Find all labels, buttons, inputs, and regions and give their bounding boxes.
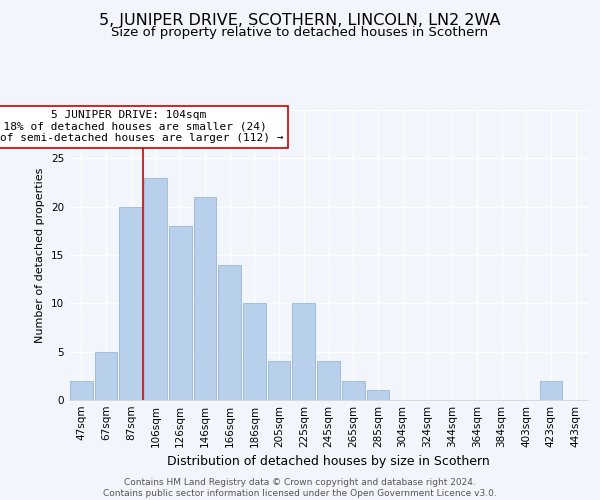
Bar <box>342 380 365 400</box>
Bar <box>194 197 216 400</box>
Text: Contains HM Land Registry data © Crown copyright and database right 2024.
Contai: Contains HM Land Registry data © Crown c… <box>103 478 497 498</box>
Bar <box>218 264 241 400</box>
Bar <box>144 178 167 400</box>
Text: 5 JUNIPER DRIVE: 104sqm
← 18% of detached houses are smaller (24)
82% of semi-de: 5 JUNIPER DRIVE: 104sqm ← 18% of detache… <box>0 110 284 143</box>
Text: 5, JUNIPER DRIVE, SCOTHERN, LINCOLN, LN2 2WA: 5, JUNIPER DRIVE, SCOTHERN, LINCOLN, LN2… <box>99 12 501 28</box>
Bar <box>95 352 118 400</box>
Bar <box>292 304 315 400</box>
Bar <box>317 362 340 400</box>
Bar <box>539 380 562 400</box>
Text: Size of property relative to detached houses in Scothern: Size of property relative to detached ho… <box>112 26 488 39</box>
Bar <box>119 206 142 400</box>
X-axis label: Distribution of detached houses by size in Scothern: Distribution of detached houses by size … <box>167 456 490 468</box>
Bar <box>367 390 389 400</box>
Bar <box>243 304 266 400</box>
Bar <box>70 380 93 400</box>
Bar <box>169 226 191 400</box>
Y-axis label: Number of detached properties: Number of detached properties <box>35 168 46 342</box>
Bar <box>268 362 290 400</box>
